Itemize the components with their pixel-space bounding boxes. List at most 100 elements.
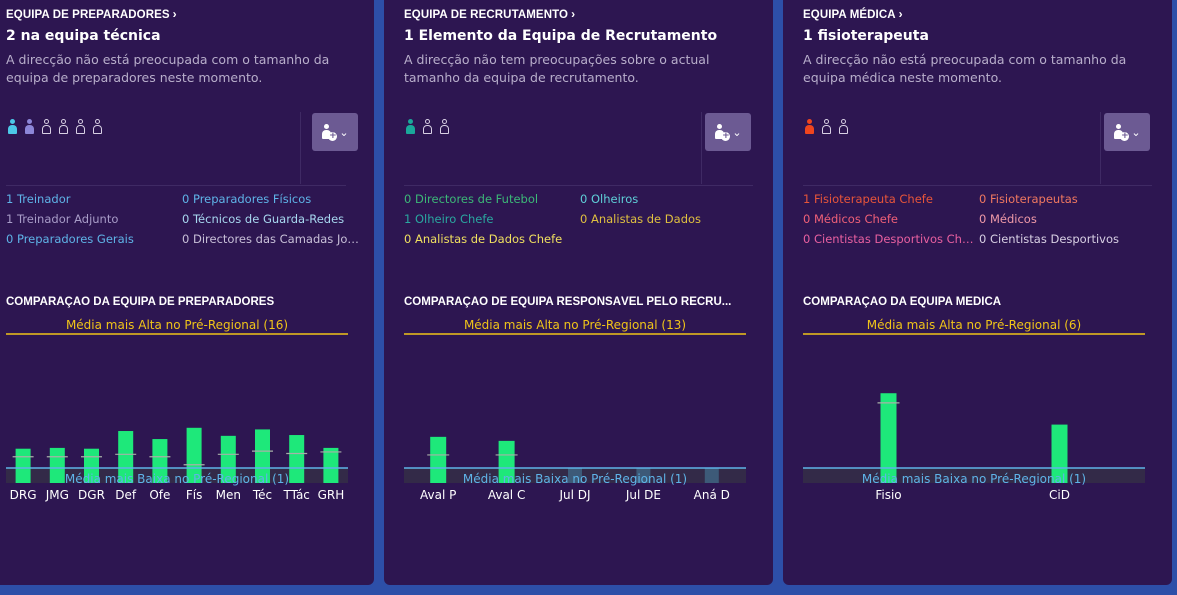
bar-Fisio[interactable] (880, 393, 897, 483)
comparison-chart: Média mais Alta no Pré-Regional (6) Fisio… (803, 318, 1145, 502)
recruitment-section-link[interactable]: EQUIPA DE RECRUTAMENTO › (404, 7, 575, 21)
add-person-icon: + (714, 124, 731, 141)
category-label: Aná D (694, 488, 730, 502)
divider (803, 185, 1152, 186)
role-count[interactable]: 0 Cientistas Desportivos (979, 232, 1119, 246)
staff-icons (803, 119, 850, 137)
empty-staff-slot-icon (40, 119, 53, 136)
roles-list: 1 Fisioterapeuta Chefe 0 Fisioterapeutas 0… (803, 192, 1163, 246)
staff-member-icon (6, 119, 19, 136)
bar-GRH[interactable] (323, 447, 339, 483)
category-label: Def (115, 488, 137, 502)
comparison-title: COMPARAÇÃO DA EQUIPA DE PREPARADORES (6, 296, 275, 308)
role-count[interactable]: 1 Fisioterapeuta Chefe (803, 192, 933, 206)
comparison-chart: Média mais Alta no Pré-Regional (13) Aval… (404, 318, 746, 502)
category-label: JMG (45, 488, 69, 502)
staff-headline: 1 fisioterapeuta (803, 28, 929, 44)
category-label: TTác (282, 488, 309, 502)
role-count[interactable]: 0 Analistas de Dados Chefe (404, 232, 563, 246)
comparison-chart: Média mais Alta no Pré-Regional (16) DRG J… (6, 318, 348, 502)
add-staff-button[interactable]: + ⌄ (1104, 113, 1150, 151)
empty-staff-slot-icon (421, 119, 434, 136)
role-count[interactable]: 1 Olheiro Chefe (404, 212, 494, 226)
role-count[interactable]: 0 Directores de Futebol (404, 192, 539, 206)
highest-average-label: Média mais Alta no Pré-Regional (13) (464, 318, 686, 332)
bar-Men[interactable] (220, 435, 236, 483)
recruitment-staff-panel: EQUIPA DE RECRUTAMENTO › 1 Elemento da Eq… (384, 0, 773, 585)
chevron-right-icon: › (898, 7, 903, 21)
bar-JMG[interactable] (49, 447, 65, 483)
lowest-average-label: Média mais Baixa no Pré-Regional (1) (862, 472, 1086, 486)
bar-Jul DJ[interactable] (568, 468, 582, 483)
empty-staff-slot-icon (837, 119, 850, 136)
medical-staff-panel: EQUIPA MÉDICA › 1 fisioterapeuta A direcç… (783, 0, 1172, 585)
category-label: Fisio (875, 488, 901, 502)
comparison-title: COMPARAÇÃO DA EQUIPA MÉDICA (803, 296, 1002, 308)
role-count[interactable]: 0 Directores das Camadas Jov... (182, 232, 362, 246)
category-label: Aval C (488, 488, 526, 502)
staff-headline: 1 Elemento da Equipa de Recrutamento (404, 28, 718, 44)
highest-average-label: Média mais Alta no Pré-Regional (6) (867, 318, 1081, 332)
section-title: EQUIPA DE RECRUTAMENTO (404, 9, 569, 21)
category-label: Aval P (420, 488, 456, 502)
empty-staff-slot-icon (91, 119, 104, 136)
role-count[interactable]: 0 Técnicos de Guarda-Redes (182, 212, 345, 226)
role-count[interactable]: 0 Médicos Chefe (803, 212, 898, 226)
roles-list: 1 Treinador 0 Preparadores Físicos 1 Trein… (6, 192, 366, 246)
category-label: CiD (1049, 488, 1070, 502)
staff-icons (6, 119, 104, 137)
board-note: A direcção não está preocupada com o tam… (6, 52, 330, 85)
category-label: Fís (186, 488, 203, 502)
category-label: DRG (10, 488, 37, 502)
add-person-icon: + (1113, 124, 1130, 141)
divider (1100, 112, 1101, 184)
bar-DRG[interactable] (15, 448, 31, 483)
staff-member-icon (803, 119, 816, 136)
comparison-title: COMPARAÇÃO DE EQUIPA RESPONSÁVEL PELO RE… (404, 296, 732, 308)
bar-Aval P[interactable] (430, 436, 447, 483)
category-label: Ofe (149, 488, 170, 502)
category-label: Téc (252, 488, 272, 502)
empty-staff-slot-icon (438, 119, 451, 136)
add-person-icon: + (321, 124, 338, 141)
bar-Fís[interactable] (186, 427, 202, 483)
bar-Téc[interactable] (255, 429, 270, 483)
category-label: GRH (318, 488, 345, 502)
staff-icons (404, 119, 451, 137)
role-count[interactable]: 1 Treinador (6, 192, 71, 206)
chevron-down-icon: ⌄ (339, 125, 349, 139)
bar-Jul DE[interactable] (636, 468, 651, 483)
divider (404, 185, 753, 186)
empty-staff-slot-icon (74, 119, 87, 136)
role-count[interactable]: 0 Preparadores Gerais (6, 232, 134, 246)
coaching-staff-section-link[interactable]: EQUIPA DE PREPARADORES › (6, 7, 177, 21)
bar-Def[interactable] (118, 431, 134, 483)
lowest-average-label: Média mais Baixa no Pré-Regional (1) (65, 472, 289, 486)
staff-member-icon (404, 119, 417, 136)
role-count[interactable]: 0 Médicos (979, 212, 1037, 226)
chevron-down-icon: ⌄ (1131, 125, 1141, 139)
board-note: A direcção não tem preocupações sobre o … (404, 52, 710, 85)
category-label: Jul DE (625, 488, 661, 502)
staff-headline: 2 na equipa técnica (6, 28, 161, 44)
role-count[interactable]: 0 Fisioterapeutas (979, 192, 1078, 206)
chevron-right-icon: › (571, 7, 576, 21)
roles-list: 0 Directores de Futebol 0 Olheiros 1 Olhei… (404, 192, 764, 246)
role-count[interactable]: 0 Preparadores Físicos (182, 192, 312, 206)
bar-Aval C[interactable] (498, 440, 515, 483)
role-count[interactable]: 0 Analistas de Dados (580, 212, 702, 226)
role-count[interactable]: 0 Olheiros (580, 192, 639, 206)
bar-TTác[interactable] (289, 435, 305, 483)
divider (300, 112, 301, 184)
empty-staff-slot-icon (820, 119, 833, 136)
category-label: Men (216, 488, 241, 502)
medical-section-link[interactable]: EQUIPA MÉDICA › (803, 7, 903, 21)
role-count[interactable]: 0 Cientistas Desportivos Chefe (803, 232, 979, 246)
bar-Aná D[interactable] (704, 468, 719, 483)
bar-Ofe[interactable] (152, 439, 168, 483)
chevron-down-icon: ⌄ (732, 125, 742, 139)
role-count[interactable]: 1 Treinador Adjunto (6, 212, 119, 226)
board-note: A direcção não está preocupada com o tam… (803, 52, 1127, 85)
add-staff-button[interactable]: + ⌄ (705, 113, 751, 151)
add-staff-button[interactable]: + ⌄ (312, 113, 358, 151)
